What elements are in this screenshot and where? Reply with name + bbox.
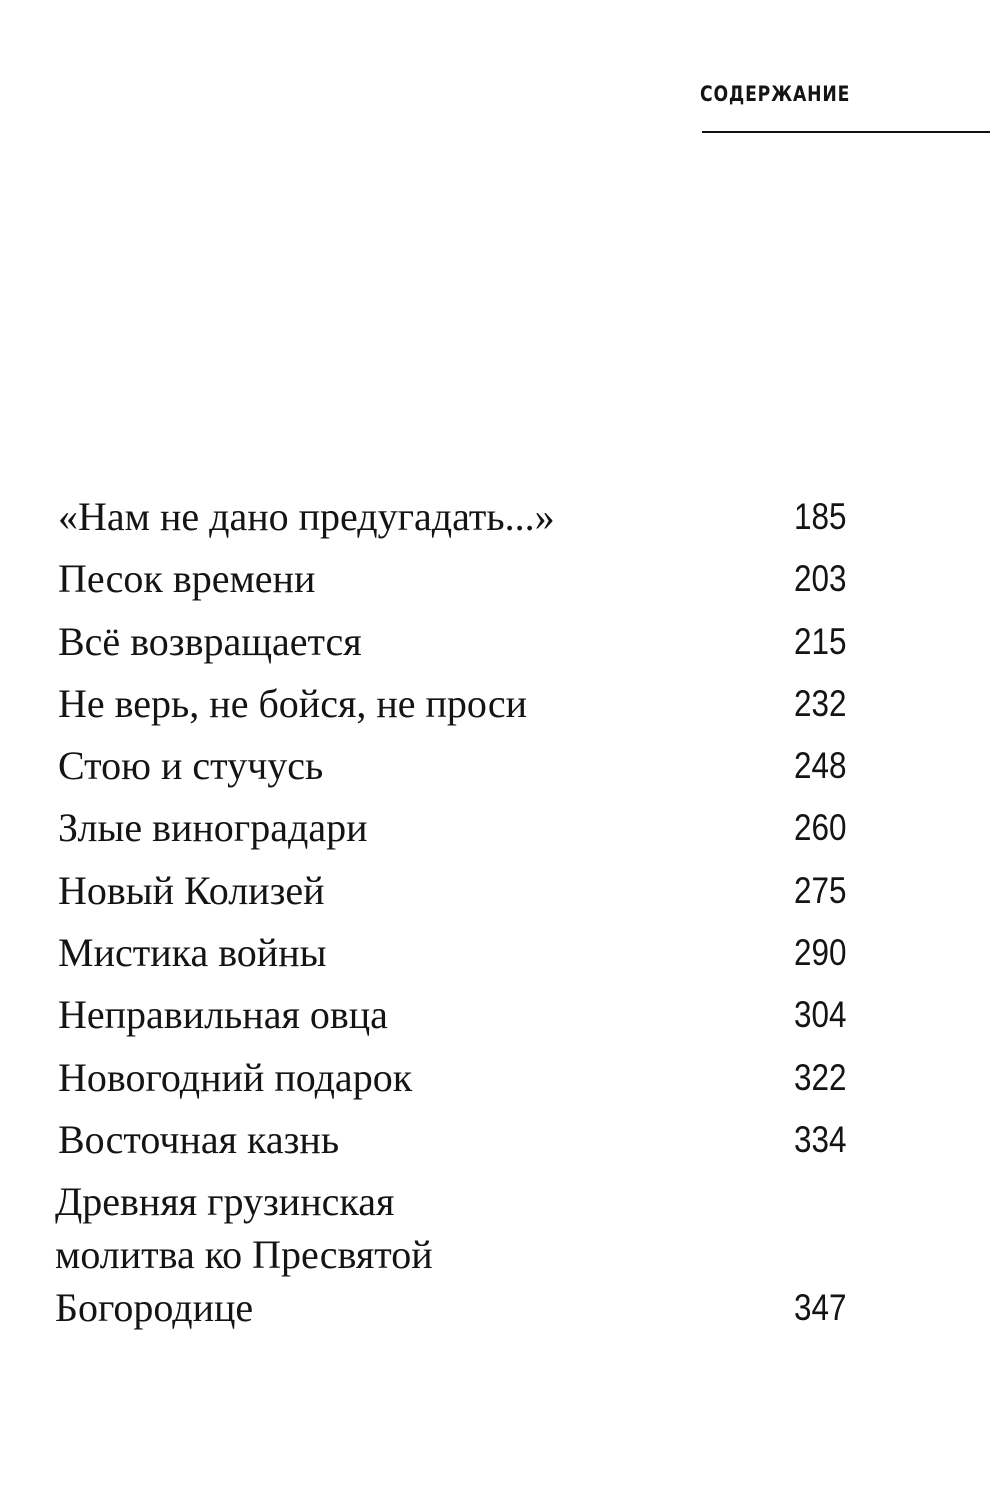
- toc-title: Новогодний подарок: [58, 1054, 413, 1100]
- toc-title: Новый Колизей: [58, 867, 325, 913]
- toc-title: Песок времени: [58, 556, 316, 602]
- toc-entry: Новый Колизей 275: [0, 864, 1000, 926]
- toc-title: Не верь, не бойся, не проси: [58, 680, 528, 726]
- header-rule: [702, 131, 990, 133]
- toc-entry: Злые виноградари 260: [0, 801, 1000, 863]
- toc-title: Стою и стучусь: [58, 743, 324, 789]
- table-of-contents: «Нам не дано предугадать...» 185 Песок вр…: [0, 490, 1000, 1345]
- toc-entry: Мистика войны 290: [0, 926, 1000, 988]
- toc-page: 185: [794, 496, 847, 537]
- toc-entry: Песок времени 203: [0, 552, 1000, 614]
- toc-entry: Восточная казнь 334: [0, 1113, 1000, 1175]
- toc-page: 275: [794, 869, 847, 911]
- toc-entry: Стою и стучусь 248: [0, 739, 1000, 801]
- toc-title: Мистика войны: [58, 930, 327, 976]
- toc-page: 232: [794, 682, 847, 724]
- toc-title: Неправильная овца: [58, 992, 388, 1038]
- toc-title: «Нам не дано предугадать...»: [58, 494, 555, 539]
- toc-page: 334: [794, 1118, 847, 1160]
- toc-page: 203: [794, 558, 847, 600]
- toc-entry: Неправильная овца 304: [0, 988, 1000, 1050]
- toc-entry: Всё возвращается 215: [0, 615, 1000, 677]
- toc-page: 290: [794, 932, 847, 974]
- toc-entry: Новогодний подарок 322: [0, 1051, 1000, 1113]
- toc-title: Древняя грузинская молитва ко Пресвятой …: [55, 1179, 433, 1331]
- running-header: СОДЕРЖАНИЕ: [700, 82, 851, 106]
- toc-title: Всё возвращается: [58, 618, 362, 664]
- toc-page: 260: [794, 807, 847, 849]
- toc-page: 248: [794, 745, 847, 787]
- toc-page: 304: [794, 994, 847, 1036]
- toc-title: Восточная казнь: [58, 1116, 340, 1162]
- toc-page: 322: [794, 1056, 847, 1098]
- toc-page: 215: [794, 620, 847, 662]
- toc-title: Злые виноградари: [58, 805, 368, 851]
- toc-entry: Не верь, не бойся, не проси 232: [0, 677, 1000, 739]
- toc-entry: «Нам не дано предугадать...» 185: [0, 490, 1000, 552]
- toc-entry: Древняя грузинская молитва ко Пресвятой …: [0, 1175, 1000, 1345]
- toc-page: 347: [794, 1287, 847, 1329]
